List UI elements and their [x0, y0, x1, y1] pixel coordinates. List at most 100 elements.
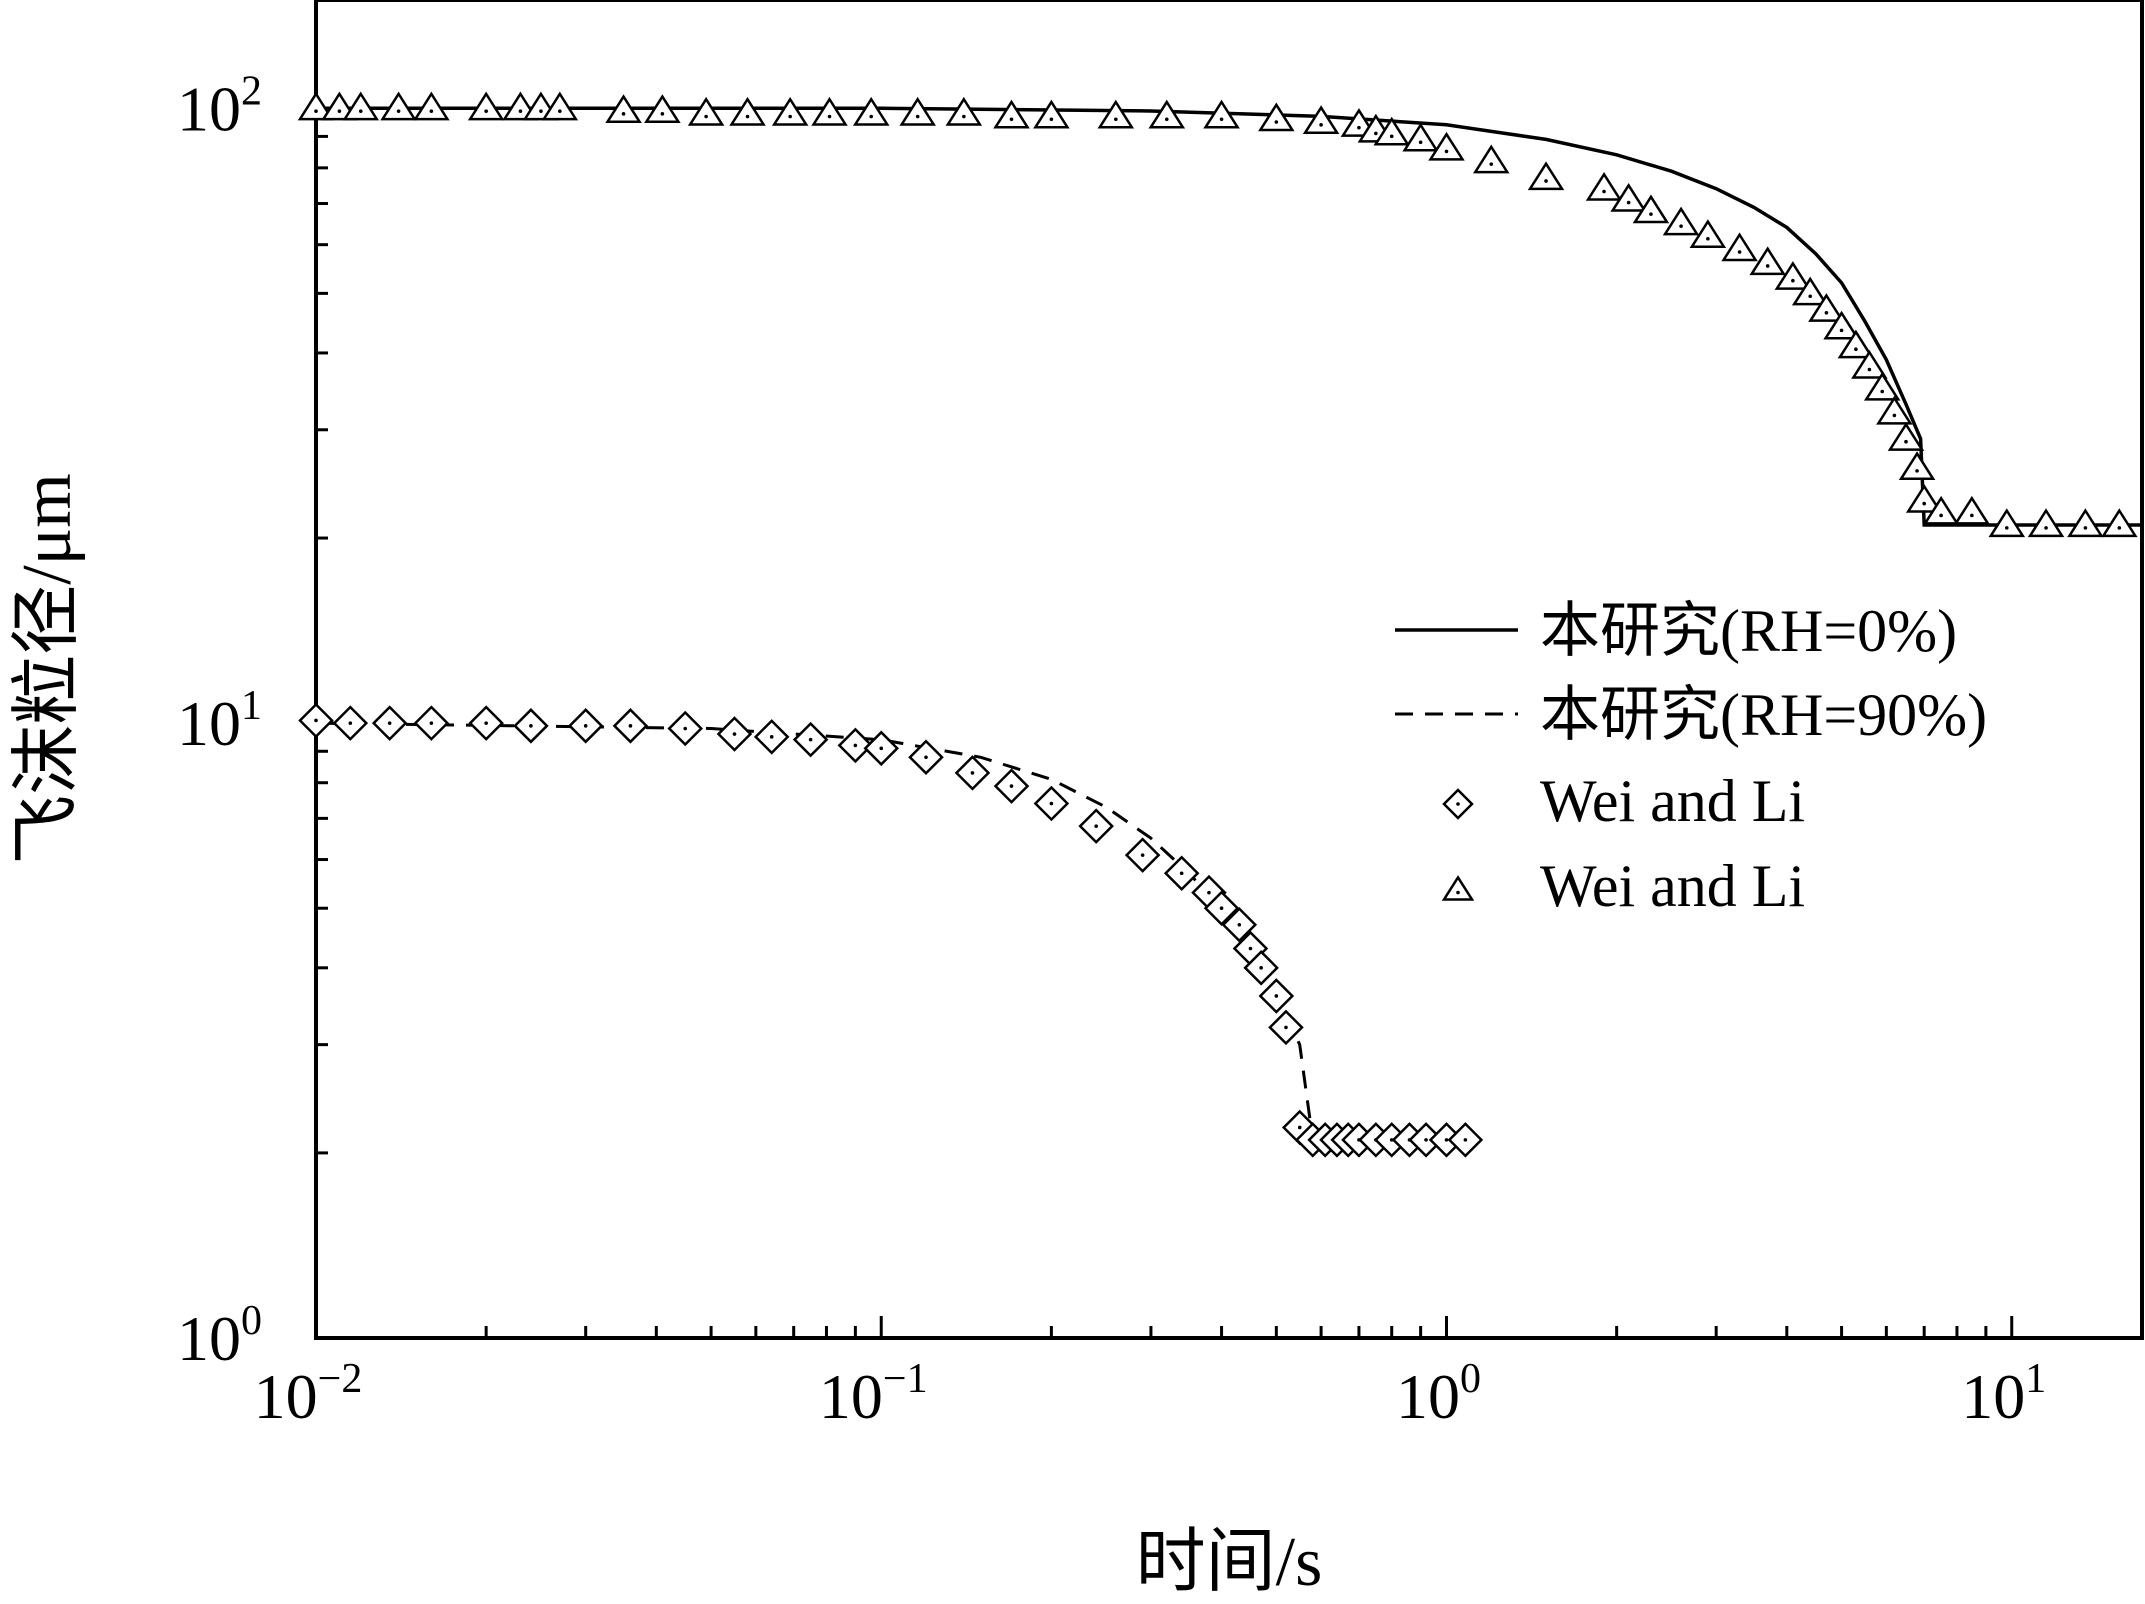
diamond-center-dot [314, 718, 318, 723]
data-point-triangle [541, 91, 579, 121]
triangle-outline [1632, 194, 1670, 224]
legend-label-rh0: 本研究(RH=0%) [1540, 598, 1957, 664]
series-0 [316, 106, 2142, 527]
triangle-center-dot [1922, 501, 1926, 506]
triangle-outline [1258, 102, 1295, 132]
data-point-diamond [993, 768, 1030, 804]
data-point-triangle [413, 91, 450, 121]
diamond-center-dot [1049, 801, 1054, 806]
data-point-triangle [687, 96, 725, 126]
triangle-center-dot [1544, 179, 1548, 183]
triangle-center-dot [1114, 117, 1118, 122]
data-point-diamond [1124, 837, 1161, 873]
triangle-center-dot [1839, 328, 1844, 333]
data-point-triangle [1988, 508, 2026, 538]
data-point-triangle [2027, 508, 2065, 538]
data-point-diamond [332, 705, 369, 741]
triangle-center-dot [1049, 117, 1054, 122]
data-point-diamond [908, 739, 944, 776]
triangle-outline [1791, 276, 1829, 306]
triangle-center-dot [539, 109, 543, 113]
triangle-outline [605, 94, 642, 124]
triangle-outline [297, 91, 335, 121]
triangle-outline [811, 96, 848, 126]
data-point-diamond [468, 705, 504, 741]
triangle-outline [2027, 508, 2065, 538]
diamond-center-dot [1463, 1138, 1468, 1142]
data-point-diamond [513, 708, 549, 744]
triangle-center-dot [1164, 117, 1169, 122]
diamond-center-dot [387, 721, 392, 725]
triangle-outline [1203, 99, 1240, 129]
triangle-outline [687, 96, 725, 126]
data-point-diamond [1447, 1122, 1484, 1158]
data-point-triangle [1689, 219, 1727, 248]
triangle-outline [1953, 495, 1991, 525]
data-point-diamond [371, 705, 408, 741]
data-point-triangle [1472, 144, 1510, 174]
triangle-center-dot [704, 114, 708, 119]
triangle-outline [1428, 131, 1465, 161]
triangle-outline [1749, 246, 1786, 276]
triangle-center-dot [1456, 890, 1460, 895]
data-point-triangle [771, 96, 809, 126]
triangle-outline [1905, 483, 1943, 513]
x-tick-label: 100 [1396, 1356, 1481, 1432]
triangle-outline [1689, 219, 1727, 248]
triangle-outline [1823, 310, 1860, 340]
triangle-center-dot [1319, 123, 1323, 127]
line-rh90 [315, 721, 1470, 1142]
data-point-triangle [1953, 495, 1991, 525]
data-point-diamond [1203, 890, 1240, 926]
legend: 本研究(RH=0%) 本研究(RH=90%) Wei and Li Wei an… [1395, 598, 1987, 919]
data-point-triangle [811, 96, 848, 126]
y-axis-label: 飞沫粒径/μm [9, 473, 86, 864]
diamond-center-dot [732, 732, 737, 736]
data-point-diamond [567, 708, 604, 744]
triangle-center-dot [358, 109, 363, 113]
diamond-center-dot [1094, 824, 1098, 828]
data-point-triangle [1662, 206, 1700, 236]
triangle-outline [771, 96, 809, 126]
data-point-triangle [1632, 194, 1670, 224]
triangle-outline [1585, 171, 1623, 201]
data-point-triangle [644, 94, 681, 124]
data-point-diamond [1078, 808, 1114, 844]
line-rh0 [316, 106, 2142, 527]
triangle-center-dot [1867, 367, 1872, 372]
data-point-diamond [1243, 950, 1279, 986]
data-point-triangle [1428, 131, 1465, 161]
data-point-triangle [1851, 349, 1888, 379]
triangle-outline [1527, 161, 1565, 191]
diamond-center-dot [1207, 890, 1211, 895]
diamond-center-dot [583, 724, 588, 728]
data-point-triangle [605, 94, 642, 124]
legend-marker-diamond [1442, 788, 1474, 820]
triangle-outline [1876, 395, 1913, 425]
diamond-center-dot [1237, 922, 1242, 927]
data-point-triangle [1837, 329, 1875, 359]
triangle-outline [852, 96, 890, 126]
triangle-center-dot [1649, 212, 1653, 216]
data-point-triangle [1808, 293, 1845, 322]
data-point-triangle [945, 96, 983, 126]
triangle-center-dot [1274, 120, 1279, 124]
triangle-outline [2067, 508, 2104, 538]
legend-diamond-shape [1442, 788, 1474, 820]
triangle-center-dot [1418, 140, 1423, 145]
triangle-outline [1863, 371, 1901, 401]
triangle-center-dot [1489, 162, 1494, 166]
diamond-center-dot [1284, 1025, 1288, 1030]
diamond-center-dot [1248, 946, 1253, 951]
diamond-center-dot [853, 743, 858, 748]
triangle-outline [1898, 451, 1936, 481]
data-point-triangle [1887, 422, 1925, 451]
triangle-center-dot [2004, 526, 2009, 530]
x-tick-label: 10−2 [254, 1356, 363, 1432]
legend-label-rh90: 本研究(RH=90%) [1540, 682, 1987, 748]
triangle-center-dot [1824, 310, 1829, 315]
diamond-center-dot [1140, 853, 1145, 857]
data-point-diamond [413, 705, 450, 741]
triangle-center-dot [518, 109, 523, 113]
data-point-triangle [1610, 182, 1647, 212]
